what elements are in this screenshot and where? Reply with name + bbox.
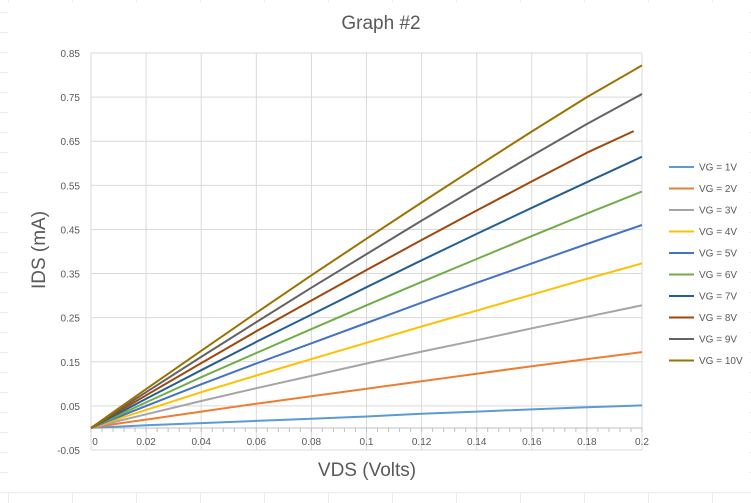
y-tick-label: 0.25	[61, 314, 81, 325]
legend-label: VG = 4V	[699, 227, 737, 238]
series-line	[90, 64, 643, 429]
x-tick-label: 0.1	[360, 437, 374, 448]
y-tick-label: 0.05	[61, 402, 81, 413]
x-tick-label: 0.06	[247, 437, 267, 448]
x-axis-tick-labels: 0 0.02 0.04 0.06 0.08 0.1 0.12 0.14 0.16 0.18 0.2	[92, 437, 649, 448]
y-tick-label: 0.55	[61, 181, 81, 192]
y-tick-label: 0.15	[61, 358, 81, 369]
legend-label: VG = 3V	[699, 206, 737, 217]
y-tick-label: 0.85	[61, 49, 81, 60]
legend-label: VG = 2V	[699, 184, 737, 195]
series-line	[90, 130, 635, 429]
chart-gridlines	[90, 52, 643, 451]
legend-label: VG = 7V	[699, 292, 737, 303]
series-line	[90, 404, 643, 429]
legend-label: VG = 6V	[699, 270, 737, 281]
series-line	[90, 155, 643, 429]
chart-title: Graph #2	[341, 13, 420, 34]
x-tick-label: 0.14	[467, 437, 487, 448]
legend-label: VG = 5V	[699, 249, 737, 260]
legend-label: VG = 1V	[699, 163, 737, 174]
x-tick-label: 0.08	[302, 437, 322, 448]
series-line	[90, 190, 643, 429]
x-tick-label: 0.02	[136, 437, 156, 448]
y-tick-label: 0.45	[61, 225, 81, 236]
series-line	[90, 93, 643, 429]
y-tick-label: 0.75	[61, 93, 81, 104]
series-line	[90, 262, 643, 429]
series-line	[90, 304, 643, 429]
y-axis-tick-labels: -0.05 0.05 0.15 0.25 0.35 0.45 0.55 0.65 0.75 0.8…	[57, 49, 80, 457]
legend-label: VG = 9V	[699, 335, 737, 346]
x-tick-label: 0.04	[191, 437, 211, 448]
x-tick-label: 0	[92, 437, 98, 448]
x-tick-label: 0.2	[635, 437, 649, 448]
legend-label: VG = 8V	[699, 313, 737, 324]
chart-legend: VG = 1V VG = 2V VG = 3V VG = 4V VG = 5V VG = …	[669, 163, 743, 367]
x-tick-label: 0.16	[522, 437, 542, 448]
series-line	[90, 351, 643, 429]
chart-series-lines	[90, 64, 643, 429]
y-tick-label: 0.65	[61, 137, 81, 148]
x-tick-label: 0.18	[577, 437, 597, 448]
y-tick-label: -0.05	[57, 446, 80, 457]
series-line	[90, 224, 643, 429]
y-tick-label: 0.35	[61, 270, 81, 281]
x-tick-label: 0.12	[412, 437, 432, 448]
x-axis-title: VDS (Volts)	[318, 460, 416, 481]
legend-label: VG = 10V	[699, 356, 743, 367]
y-axis-title: IDS (mA)	[29, 211, 50, 289]
